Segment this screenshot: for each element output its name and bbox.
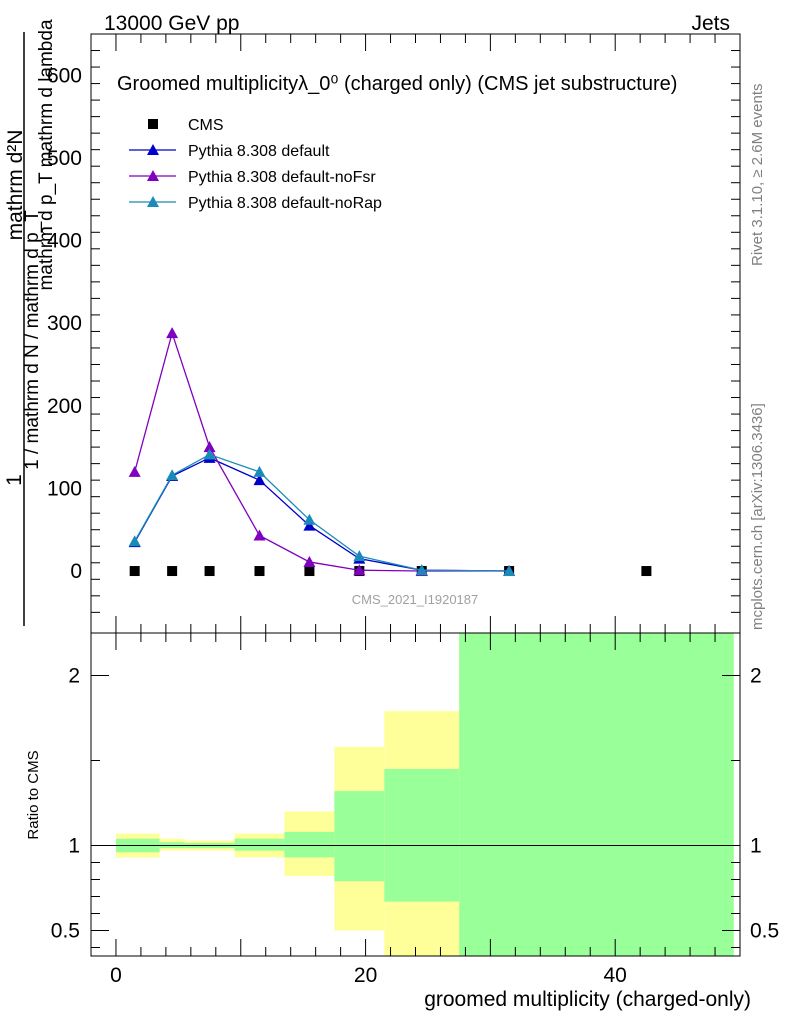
- rivet-label: Rivet 3.1.10, ≥ 2.6M events: [749, 84, 766, 267]
- legend-marker-3: [147, 196, 159, 207]
- y-axis-label: 1 1 / mathrm d N / mathrm d p_T mathrm d…: [3, 19, 57, 626]
- series-point-1: [253, 474, 266, 486]
- series-point-3: [415, 564, 428, 576]
- legend-marker-2: [147, 170, 159, 181]
- cms-data-point: [204, 566, 215, 577]
- header-process: Jets: [691, 12, 730, 35]
- series-point-2: [203, 441, 216, 453]
- cms-data-point: [254, 566, 265, 577]
- y-label-denominator: mathrm d p_T mathrm d lambda: [36, 19, 57, 290]
- legend-label-1: Pythia 8.308 default: [188, 143, 330, 160]
- series-3: [128, 448, 516, 577]
- ratio-band-green-4: [284, 831, 335, 858]
- series-point-2: [128, 465, 141, 477]
- x-axis-label: groomed multiplicity (charged-only): [424, 988, 751, 1011]
- ratio-band-green-3: [234, 838, 285, 851]
- cms-data-point: [304, 566, 315, 577]
- ratio-y-tick-label-right: 1: [750, 835, 762, 858]
- ratio-ticks: [91, 633, 740, 956]
- main-marks: [128, 327, 652, 577]
- main-y-tick-label: 400: [47, 230, 82, 253]
- header-energy: 13000 GeV pp: [104, 12, 239, 35]
- main-panel: 0 100 200 300 400 500 600 Groomed multiplicity…: [3, 19, 741, 634]
- ratio-bands: [91, 633, 740, 956]
- series-point-2: [303, 555, 316, 567]
- series-1: [128, 451, 516, 577]
- series-point-3: [303, 513, 316, 525]
- x-tick-label: 0: [110, 964, 122, 987]
- main-y-tick-label: 200: [47, 395, 82, 418]
- y-label-outer: 1 / mathrm d N / mathrm d p_T: [22, 210, 43, 470]
- legend-label-0: CMS: [188, 117, 224, 134]
- ratio-y-tick-label: 1: [68, 835, 80, 858]
- series-line-2: [134, 330, 510, 572]
- main-y-tick-label: 0: [70, 560, 82, 583]
- y-label-numerator: mathrm d²N: [4, 130, 27, 241]
- main-y-tick-label: 100: [47, 477, 82, 500]
- main-y-tick-label: 600: [47, 64, 82, 87]
- series-point-3: [128, 535, 141, 547]
- x-tick-label: 40: [604, 964, 627, 987]
- ratio-band-green-7: [459, 633, 734, 956]
- main-y-tick-labels: 0 100 200 300 400 500 600: [47, 64, 82, 583]
- ratio-y-tick-label: 0.5: [51, 920, 80, 943]
- ratio-band-green-5: [334, 791, 385, 882]
- legend: CMS Pythia 8.308 default Pythia 8.308 defa…: [129, 117, 382, 212]
- cms-data-point: [641, 566, 652, 577]
- legend-label-2: Pythia 8.308 default-noFsr: [188, 169, 376, 186]
- series-line-3: [134, 453, 510, 572]
- ratio-y-tick-label: 2: [68, 665, 80, 688]
- analysis-watermark: CMS_2021_I1920187: [352, 592, 479, 607]
- ratio-band-green-6: [384, 769, 460, 902]
- main-y-tick-label: 500: [47, 147, 82, 170]
- ratio-y-tick-label-right: 0.5: [750, 920, 779, 943]
- series-point-3: [503, 565, 516, 577]
- series-point-3: [166, 469, 179, 481]
- x-tick-labels: 0 20 40: [110, 964, 627, 987]
- ratio-panel: 0.5 0.5 1 1 2 2 0 20 40 Ratio to CMS groomed mu…: [25, 632, 779, 1011]
- main-ticks: [91, 33, 740, 633]
- main-y-tick-label: 300: [47, 312, 82, 335]
- series-point-2: [166, 327, 179, 339]
- series-point-2: [253, 529, 266, 541]
- series-point-3: [203, 448, 216, 460]
- x-tick-label: 20: [354, 964, 377, 987]
- y-label-one: 1: [3, 474, 26, 486]
- ratio-y-tick-labels: 0.5 0.5 1 1 2 2: [51, 665, 779, 943]
- series-point-1: [303, 519, 316, 531]
- series-point-2: [353, 564, 366, 576]
- plot-title: Groomed multiplicityλ_0⁰ (charged only) …: [117, 73, 677, 95]
- cms-data-point: [167, 566, 178, 577]
- series-line-1: [134, 457, 510, 572]
- series-2: [128, 327, 516, 577]
- legend-marker-1: [147, 144, 159, 155]
- series-point-3: [353, 550, 366, 562]
- mcplots-label: mcplots.cern.ch [arXiv:1306.3436]: [749, 403, 766, 630]
- ratio-y-label: Ratio to CMS: [25, 750, 42, 839]
- series-point-3: [253, 465, 266, 477]
- legend-label-3: Pythia 8.308 default-noRap: [188, 195, 382, 212]
- legend-marker-cms: [148, 119, 158, 129]
- ratio-y-tick-label-right: 2: [750, 665, 762, 688]
- cms-data-point: [129, 566, 140, 577]
